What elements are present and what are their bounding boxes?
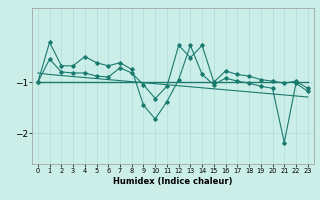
X-axis label: Humidex (Indice chaleur): Humidex (Indice chaleur) [113,177,233,186]
